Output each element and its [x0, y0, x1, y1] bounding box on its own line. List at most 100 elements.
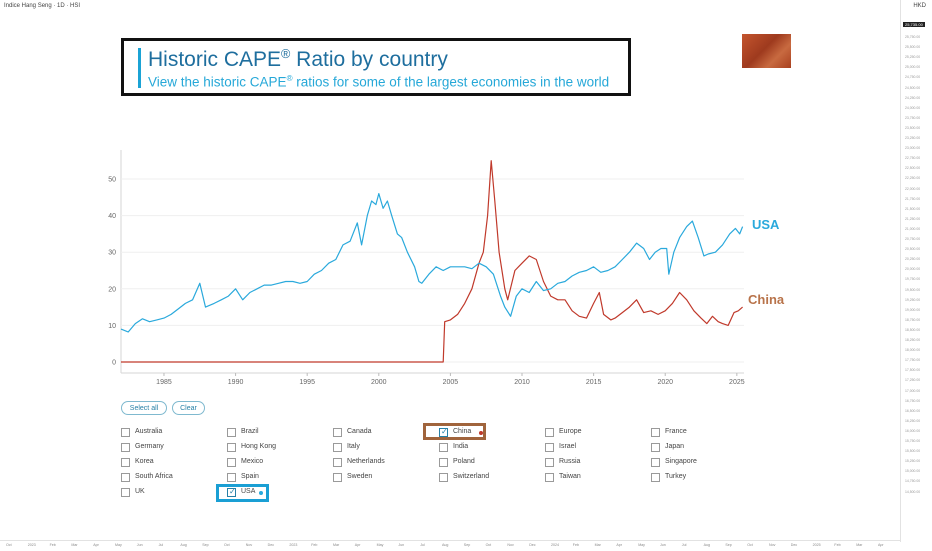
checkbox-box[interactable]: [651, 458, 660, 467]
checkbox-box[interactable]: [333, 458, 342, 467]
checkbox-box[interactable]: [333, 473, 342, 482]
symbol-title: Indice Hang Seng · 1D · HSI: [4, 3, 81, 9]
price-tick: 24,000.00: [905, 105, 921, 110]
price-tick: 20,750.00: [905, 237, 921, 241]
checkbox-box[interactable]: [439, 443, 448, 452]
x-tick-label: 2000: [371, 379, 387, 386]
series-label-usa: USA: [752, 217, 780, 232]
price-tick: 22,000.00: [905, 186, 921, 191]
price-tick: 25,750.00: [905, 35, 921, 39]
checkbox-label: Russia: [559, 458, 581, 465]
price-tick: 14,750.00: [905, 479, 921, 484]
checkbox-label: Netherlands: [347, 458, 385, 465]
price-tick: 19,750.00: [905, 277, 921, 282]
checkbox-box[interactable]: [121, 458, 130, 467]
price-tick: 15,500.00: [905, 449, 921, 454]
price-tick: 15,000.00: [905, 469, 921, 474]
series-color-dot: [259, 491, 263, 495]
y-tick-label: 30: [108, 250, 116, 257]
chart-title-box: Historic CAPE® Ratio by country View the…: [121, 38, 631, 96]
price-tick: 16,500.00: [905, 408, 921, 413]
checkbox-label: Taiwan: [559, 473, 581, 480]
time-tick: Jul: [158, 543, 164, 547]
y-tick-label: 10: [108, 323, 116, 330]
price-tick: 16,750.00: [905, 398, 921, 403]
checkbox-box[interactable]: [227, 473, 236, 482]
price-tick: 18,500.00: [905, 327, 921, 332]
series-line-usa: [120, 193, 744, 333]
x-tick-label: 1985: [156, 379, 172, 386]
chart-subtitle: View the historic CAPE® ratios for some …: [148, 74, 610, 90]
select-all-button[interactable]: Select all: [121, 401, 167, 415]
checkbox-box[interactable]: [651, 443, 660, 452]
time-tick: Mar: [333, 543, 340, 547]
time-tick: Dec: [529, 543, 536, 547]
checkbox-label: China: [453, 428, 472, 435]
price-tick: 19,500.00: [905, 287, 921, 292]
time-tick: May: [115, 543, 122, 547]
checkbox-box[interactable]: [227, 428, 236, 437]
checkbox-box[interactable]: [121, 473, 130, 482]
checkbox-label: USA: [241, 488, 256, 495]
time-tick: Aug: [180, 543, 187, 547]
price-tick: 23,250.00: [905, 136, 921, 140]
checkbox-box[interactable]: [545, 458, 554, 467]
price-tick: 15,250.00: [905, 459, 921, 464]
checkbox-box[interactable]: [333, 443, 342, 452]
time-tick: Sep: [463, 543, 471, 547]
checkbox-box[interactable]: [545, 473, 554, 482]
time-tick: Mar: [856, 543, 863, 547]
y-tick-label: 20: [108, 286, 116, 293]
time-tick: Aug: [703, 543, 710, 547]
checkbox-box[interactable]: [545, 428, 554, 437]
time-tick: Feb: [834, 543, 841, 547]
price-tick: 23,750.00: [905, 115, 921, 120]
checkbox-box[interactable]: [651, 428, 660, 437]
time-scale[interactable]: Oct 2023 Feb Mar Apr May Jun Jul Aug Sep Oct Nov Dec…: [0, 540, 900, 551]
checkbox-box[interactable]: [121, 443, 130, 452]
checkbox-box[interactable]: ✓: [227, 487, 236, 497]
time-tick: Apr: [616, 543, 622, 547]
time-tick: Feb: [49, 543, 56, 547]
time-tick: Sep: [725, 543, 732, 547]
y-tick-label: 0: [112, 360, 116, 367]
x-tick-label: 2010: [514, 379, 530, 386]
price-tick: 23,500.00: [905, 125, 921, 130]
checkbox-box[interactable]: [439, 458, 448, 467]
price-tick: 15,750.00: [905, 439, 921, 443]
price-tick: 16,250.00: [905, 418, 921, 423]
price-scale[interactable]: 25,735.00 25,750.00 25,500.00 25,250.00 25,0…: [900, 0, 932, 542]
price-tick: 25,250.00: [905, 55, 921, 60]
checkbox-box[interactable]: [121, 488, 130, 497]
checkbox-box[interactable]: [121, 428, 130, 437]
price-tick: 17,750.00: [905, 358, 921, 363]
price-tick: 20,000.00: [905, 267, 921, 272]
checkbox-label: Turkey: [665, 473, 687, 480]
checkbox-box[interactable]: [227, 443, 236, 452]
checkbox-box[interactable]: [227, 458, 236, 467]
time-tick: 2024: [551, 543, 559, 547]
price-tick: 24,750.00: [905, 75, 921, 80]
checkbox-label: Spain: [241, 473, 259, 480]
time-tick: Oct: [6, 543, 12, 547]
checkbox-box[interactable]: ✓: [439, 427, 448, 437]
checkbox-box[interactable]: [333, 428, 342, 437]
checkbox-box[interactable]: [545, 443, 554, 452]
time-tick: Dec: [790, 543, 798, 547]
checkbox-label: Poland: [453, 458, 475, 465]
time-tick: Feb: [311, 543, 318, 547]
cape-line-chart: 0 10 20 30 40 50 1985 1990 1995 2000 2005 2010 2015 2…: [108, 150, 785, 386]
checkbox-label: Hong Kong: [241, 443, 277, 450]
checkbox-label: Mexico: [241, 458, 264, 465]
checkbox-box[interactable]: [651, 473, 660, 482]
check-icon: ✓: [441, 427, 448, 436]
x-tick-label: 2015: [586, 379, 602, 386]
time-tick: Sep: [202, 543, 209, 547]
price-tick: 17,250.00: [905, 378, 921, 383]
checkbox-label: Canada: [347, 428, 372, 435]
clear-button[interactable]: Clear: [172, 401, 205, 415]
time-tick: Nov: [245, 543, 253, 547]
price-tick: 22,250.00: [905, 176, 921, 181]
time-tick: Mar: [594, 543, 601, 547]
checkbox-box[interactable]: [439, 473, 448, 482]
